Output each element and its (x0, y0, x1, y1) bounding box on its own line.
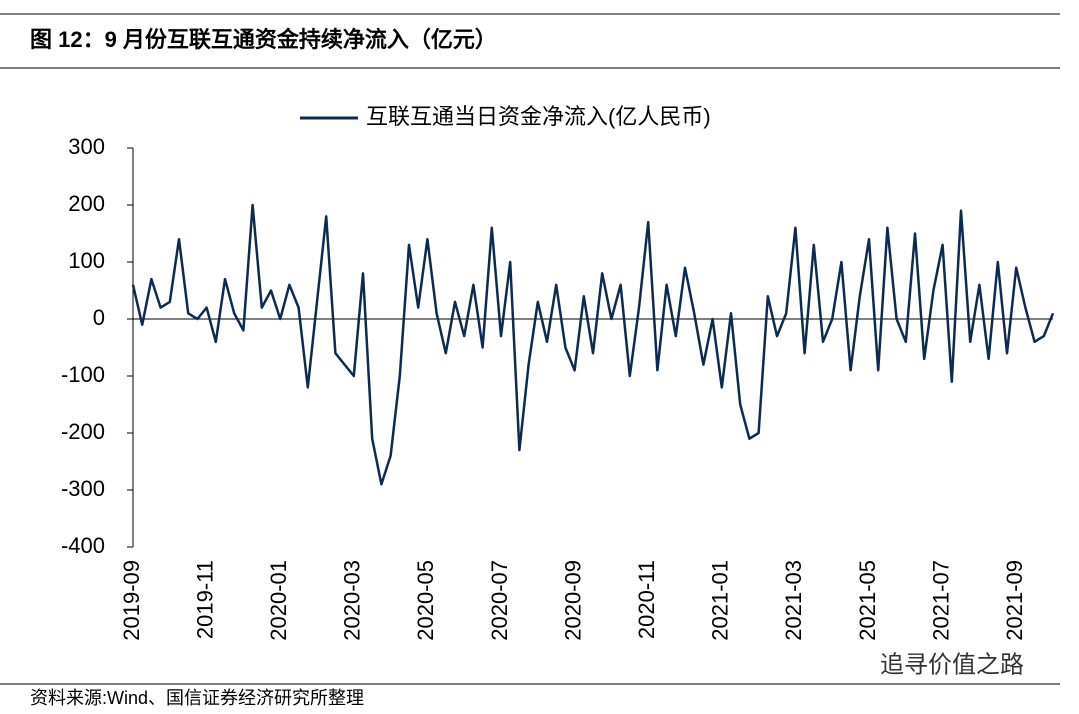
watermark: 追寻价值之路 (880, 651, 1024, 678)
y-tick-label: 0 (93, 305, 105, 330)
x-tick-label: 2021-05 (855, 560, 880, 641)
y-tick-label: -300 (61, 476, 105, 501)
data-line (131, 203, 1055, 486)
x-tick-label: 2021-07 (928, 560, 953, 641)
chart-title: 图 12：9 月份互联互通资金持续净流入（亿元） (30, 27, 497, 52)
x-tick-label: 2020-07 (487, 560, 512, 641)
x-tick-label: 2020-05 (413, 560, 438, 641)
x-tick-label: 2021-03 (781, 560, 806, 641)
y-tick-label: 200 (68, 191, 105, 216)
x-tick-label: 2020-09 (560, 560, 585, 641)
source: 资料来源:Wind、国信证券经济研究所整理 (30, 688, 364, 708)
y-tick-label: 100 (68, 248, 105, 273)
y-tick-label: -200 (61, 419, 105, 444)
legend-label: 互联互通当日资金净流入(亿人民币) (366, 104, 711, 129)
x-tick-label: 2019-09 (119, 560, 144, 641)
x-tick-label: 2021-09 (1002, 560, 1027, 641)
x-tick-label: 2019-11 (192, 560, 217, 639)
y-tick-label: -400 (61, 533, 105, 558)
x-tick-label: 2020-11 (634, 560, 659, 639)
y-tick-label: 300 (68, 134, 105, 159)
x-tick-label: 2020-01 (266, 560, 291, 641)
x-tick-label: 2020-03 (340, 560, 365, 641)
y-tick-label: -100 (61, 362, 105, 387)
x-tick-label: 2021-01 (708, 560, 733, 641)
